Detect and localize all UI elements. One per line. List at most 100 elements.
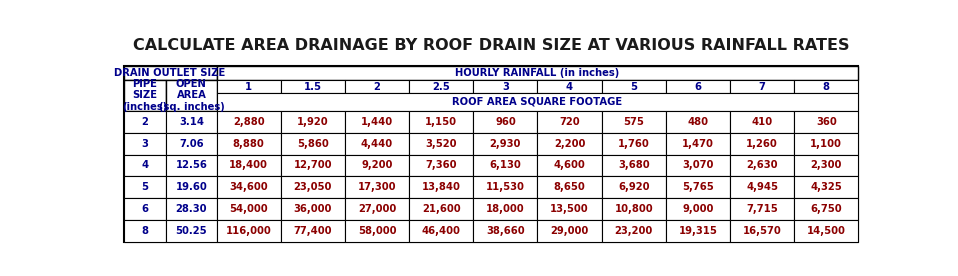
Text: 575: 575: [624, 117, 644, 127]
Bar: [167, 198, 217, 220]
Bar: [167, 155, 217, 176]
Text: 1,470: 1,470: [682, 139, 714, 148]
Text: 3,070: 3,070: [682, 160, 714, 171]
Text: 3,520: 3,520: [425, 139, 457, 148]
Bar: [345, 176, 409, 198]
Bar: [345, 111, 409, 133]
Text: 7,715: 7,715: [746, 204, 778, 214]
Bar: [537, 133, 602, 155]
Text: 3: 3: [142, 139, 148, 148]
Bar: [409, 133, 473, 155]
Text: 36,000: 36,000: [294, 204, 332, 214]
Bar: [537, 220, 602, 242]
Bar: [281, 198, 345, 220]
Bar: [473, 220, 537, 242]
Text: 18,400: 18,400: [229, 160, 268, 171]
Text: 6,750: 6,750: [810, 204, 842, 214]
Bar: [124, 176, 167, 198]
Bar: [730, 155, 794, 176]
Bar: [345, 198, 409, 220]
Bar: [124, 133, 167, 155]
Bar: [730, 111, 794, 133]
Text: HOURLY RAINFALL (in inches): HOURLY RAINFALL (in inches): [455, 68, 620, 78]
Bar: [537, 80, 602, 93]
Text: 18,000: 18,000: [486, 204, 525, 214]
Bar: [409, 80, 473, 93]
Text: 5,765: 5,765: [682, 182, 714, 192]
Bar: [217, 133, 281, 155]
Bar: [666, 198, 730, 220]
Bar: [602, 176, 666, 198]
Bar: [602, 198, 666, 220]
Bar: [730, 80, 794, 93]
Bar: [281, 220, 345, 242]
Text: 2,200: 2,200: [554, 139, 585, 148]
Text: 2,930: 2,930: [490, 139, 521, 148]
Text: 21,600: 21,600: [422, 204, 461, 214]
Text: 5: 5: [142, 182, 148, 192]
Text: ROOF AREA SQUARE FOOTAGE: ROOF AREA SQUARE FOOTAGE: [452, 97, 623, 107]
Bar: [473, 198, 537, 220]
Bar: [124, 111, 167, 133]
Text: 1,150: 1,150: [425, 117, 457, 127]
Text: 9,000: 9,000: [682, 204, 714, 214]
Text: 720: 720: [559, 117, 580, 127]
Bar: [409, 111, 473, 133]
Text: 360: 360: [816, 117, 836, 127]
Text: 960: 960: [495, 117, 515, 127]
Bar: [730, 198, 794, 220]
Bar: [345, 220, 409, 242]
Bar: [217, 220, 281, 242]
Bar: [345, 133, 409, 155]
Bar: [473, 133, 537, 155]
Text: PIPE
SIZE
(inches): PIPE SIZE (inches): [123, 79, 168, 112]
Text: 6: 6: [142, 204, 148, 214]
Text: 12,700: 12,700: [294, 160, 332, 171]
Text: 27,000: 27,000: [358, 204, 397, 214]
Text: 4,440: 4,440: [361, 139, 393, 148]
Text: 16,570: 16,570: [742, 226, 782, 236]
Text: 7.06: 7.06: [179, 139, 204, 148]
Text: 19.60: 19.60: [175, 182, 207, 192]
Bar: [794, 198, 858, 220]
Bar: [217, 198, 281, 220]
Text: 23,200: 23,200: [615, 226, 652, 236]
Text: 13,500: 13,500: [550, 204, 589, 214]
Bar: [281, 155, 345, 176]
Text: 6: 6: [695, 82, 701, 92]
Bar: [409, 155, 473, 176]
Bar: [281, 111, 345, 133]
Bar: [167, 133, 217, 155]
Text: 34,600: 34,600: [229, 182, 268, 192]
Bar: [473, 155, 537, 176]
Text: 50.25: 50.25: [175, 226, 207, 236]
Text: 5,860: 5,860: [297, 139, 329, 148]
Text: 23,050: 23,050: [294, 182, 332, 192]
Bar: [666, 176, 730, 198]
Bar: [537, 111, 602, 133]
Bar: [473, 111, 537, 133]
Text: 4,945: 4,945: [746, 182, 778, 192]
Text: 14,500: 14,500: [807, 226, 846, 236]
Bar: [217, 176, 281, 198]
Text: 7,360: 7,360: [425, 160, 457, 171]
Text: 8,880: 8,880: [233, 139, 264, 148]
Text: CALCULATE AREA DRAINAGE BY ROOF DRAIN SIZE AT VARIOUS RAINFALL RATES: CALCULATE AREA DRAINAGE BY ROOF DRAIN SI…: [133, 38, 849, 53]
Bar: [666, 133, 730, 155]
Text: DRAIN OUTLET SIZE: DRAIN OUTLET SIZE: [115, 68, 226, 78]
Text: 10,800: 10,800: [614, 204, 653, 214]
Text: 1,260: 1,260: [746, 139, 778, 148]
Text: 38,660: 38,660: [486, 226, 525, 236]
Bar: [666, 220, 730, 242]
Bar: [730, 176, 794, 198]
Text: 2,300: 2,300: [810, 160, 842, 171]
Bar: [473, 176, 537, 198]
Bar: [281, 133, 345, 155]
Bar: [217, 80, 281, 93]
Text: OPEN
AREA
(sq. inches): OPEN AREA (sq. inches): [159, 79, 224, 112]
Bar: [473, 80, 537, 93]
Text: 4,325: 4,325: [810, 182, 842, 192]
Text: 1: 1: [245, 82, 252, 92]
Bar: [409, 176, 473, 198]
Bar: [666, 155, 730, 176]
